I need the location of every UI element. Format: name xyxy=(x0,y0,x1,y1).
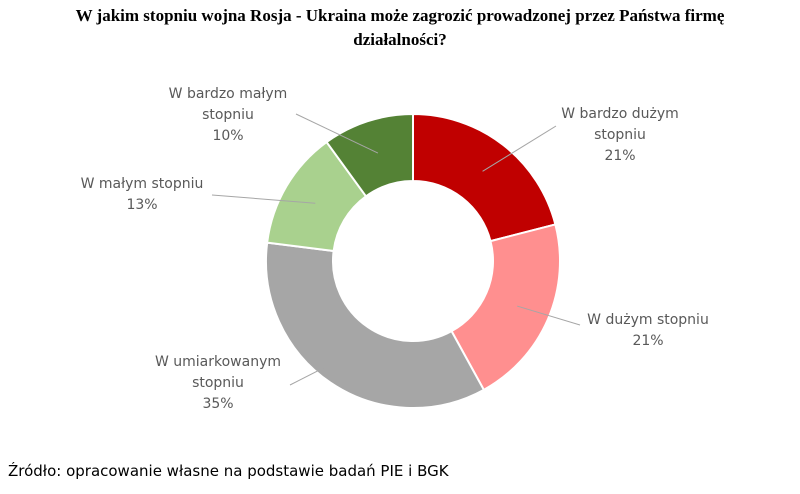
donut-slice xyxy=(325,112,414,198)
category-label: W małym stopniu xyxy=(80,176,204,192)
category-label: W bardzo małym stopniu xyxy=(168,86,288,123)
value-label: 21% xyxy=(604,148,636,164)
data-label: W bardzo małym stopniu 10% xyxy=(158,84,298,147)
value-label: 35% xyxy=(202,396,234,412)
leader-line xyxy=(482,125,557,172)
donut-slice xyxy=(412,112,557,243)
donut-slice xyxy=(265,241,486,409)
value-label: 13% xyxy=(126,197,158,213)
leader-line xyxy=(295,113,379,154)
data-label: W dużym stopniu 21% xyxy=(568,310,728,352)
leader-line xyxy=(211,194,316,204)
leader-line xyxy=(289,354,350,386)
chart-title: W jakim stopniu wojna Rosja - Ukraina mo… xyxy=(75,6,725,49)
source-note: Źródło: opracowanie własne na podstawie … xyxy=(8,462,449,480)
data-label: W umiarkowanym stopniu 35% xyxy=(148,352,288,415)
category-label: W umiarkowanym stopniu xyxy=(154,354,282,391)
data-label: W bardzo dużym stopniu 21% xyxy=(550,104,690,167)
category-label: W dużym stopniu xyxy=(587,312,709,328)
value-label: 10% xyxy=(212,128,244,144)
category-label: W bardzo dużym stopniu xyxy=(561,106,679,143)
donut-slice xyxy=(450,223,561,392)
leader-line xyxy=(517,305,581,326)
value-label: 21% xyxy=(632,333,664,349)
data-label: W małym stopniu 13% xyxy=(62,174,222,216)
